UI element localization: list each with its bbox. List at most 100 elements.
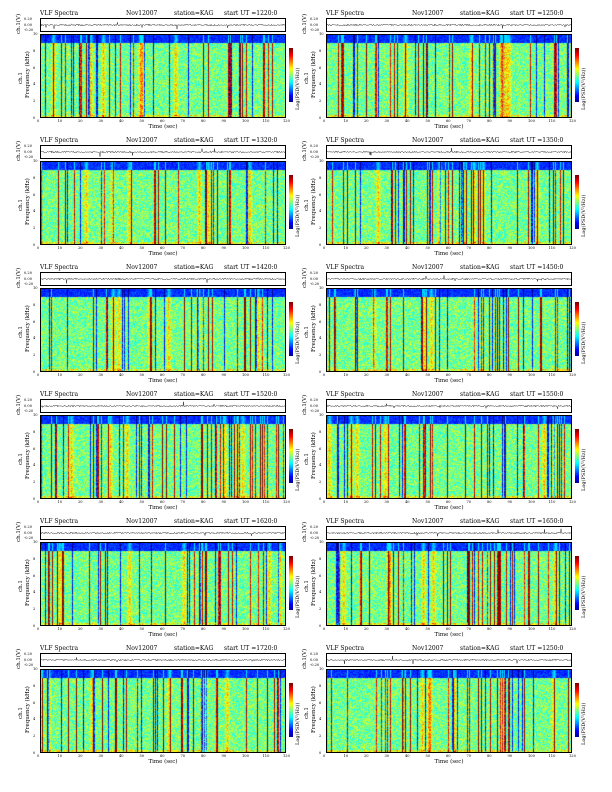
panel-start-ut: start UT =1250:0 — [510, 645, 564, 652]
trace-tick-label: 0.00 — [24, 657, 33, 662]
x-tick-label: 50 — [139, 754, 145, 758]
y-tick-label: 10 — [319, 159, 324, 163]
y-tick-label: 2 — [33, 607, 36, 612]
y-tick-label: 6 — [319, 446, 322, 451]
x-tick-label: 60 — [446, 373, 451, 377]
y-tick-label: 4 — [319, 82, 322, 87]
colorbar-label: Log(PSD(V²/Hz)) — [581, 67, 587, 110]
y-tick-label: 2 — [319, 226, 322, 231]
trace-axis-label: ch.1(V) — [16, 267, 22, 288]
panel-start-ut: start UT =1250:0 — [510, 10, 564, 17]
x-tick-label: 50 — [425, 373, 431, 377]
x-tick-label: 120 — [283, 246, 290, 250]
y-tick-label: 10 — [33, 413, 38, 417]
x-tick-label: 120 — [569, 119, 576, 123]
trace-tick-label: -0.20 — [24, 155, 34, 159]
x-tick-label: 50 — [139, 246, 145, 250]
x-tick-label: 70 — [180, 754, 186, 758]
x-tick-label: 120 — [283, 754, 290, 758]
y-tick-label: 0 — [319, 116, 322, 120]
spectrogram-heatmap — [326, 542, 572, 626]
x-tick-label: 0 — [37, 754, 40, 758]
spectrogram-frame — [326, 161, 572, 245]
x-tick-label: 110 — [262, 119, 270, 123]
waveform-trace — [326, 272, 572, 286]
panel-station: station=KAG — [174, 518, 214, 525]
x-tick-label: 40 — [119, 500, 124, 504]
x-tick-label: 0 — [323, 500, 326, 504]
trace-axis-label: ch.1(V) — [302, 267, 308, 288]
x-axis-label: Time (sec) — [148, 505, 178, 511]
spectrogram-frame — [40, 415, 286, 499]
x-tick-label: 80 — [487, 754, 492, 758]
y-tick-label: 6 — [319, 573, 322, 578]
x-tick-label: 30 — [98, 119, 104, 123]
x-tick-label: 120 — [569, 627, 576, 631]
x-tick-label: 30 — [98, 373, 104, 377]
spectrogram-panel-row3-left: VLF Spectra Nov12007 station=KAG start UT =… — [14, 264, 304, 390]
x-tick-label: 100 — [242, 373, 249, 377]
spectrogram-heatmap — [40, 415, 286, 499]
x-tick-label: 90 — [221, 373, 227, 377]
x-tick-label: 80 — [487, 373, 492, 377]
trace-axis-label: ch.1(V) — [16, 140, 22, 161]
x-tick-label: 20 — [364, 119, 369, 123]
x-tick-label: 30 — [98, 500, 104, 504]
x-tick-label: 110 — [262, 373, 270, 377]
x-tick-label: 30 — [98, 627, 104, 631]
y-tick-label: 2 — [319, 99, 322, 104]
x-tick-label: 50 — [425, 627, 431, 631]
y-axis-label: Frequency (kHz) — [311, 432, 317, 479]
x-tick-label: 40 — [119, 754, 124, 758]
panel-station: station=KAG — [460, 391, 500, 398]
spectrogram-heatmap — [40, 161, 286, 245]
x-tick-label: 70 — [180, 627, 186, 631]
colorbar — [575, 683, 579, 737]
x-tick-label: 40 — [405, 754, 410, 758]
x-axis-label: Time (sec) — [148, 759, 178, 765]
y-tick-label: 2 — [319, 480, 322, 485]
y-axis-label: Frequency (kHz) — [25, 432, 31, 479]
x-tick-label: 90 — [507, 246, 513, 250]
y-tick-label: 8 — [319, 556, 322, 561]
x-tick-label: 0 — [323, 627, 326, 631]
trace-tick-label: -0.20 — [24, 409, 34, 413]
panel-station: station=KAG — [460, 137, 500, 144]
trace-tick-label: 0.00 — [310, 22, 319, 27]
spectrogram-frame — [326, 34, 572, 118]
x-tick-label: 70 — [180, 500, 186, 504]
trace-axis-label: ch.1(V) — [302, 648, 308, 669]
colorbar — [289, 302, 293, 356]
x-tick-label: 30 — [384, 373, 390, 377]
x-axis-label: Time (sec) — [434, 759, 464, 765]
spectrogram-panel-row1-left: VLF Spectra Nov12007 station=KAG start UT =… — [14, 10, 304, 136]
panel-title: VLF Spectra — [40, 264, 79, 271]
colorbar — [289, 683, 293, 737]
x-tick-label: 50 — [425, 119, 431, 123]
trace-tick-label: 0.20 — [24, 17, 33, 21]
y-tick-label: 4 — [319, 209, 322, 214]
y-tick-label: 2 — [33, 226, 36, 231]
x-tick-label: 30 — [384, 627, 390, 631]
trace-axis-label: ch.1(V) — [16, 521, 22, 542]
panel-station: station=KAG — [174, 137, 214, 144]
x-axis-label: Time (sec) — [148, 378, 178, 384]
y-tick-label: 2 — [33, 353, 36, 358]
x-tick-label: 70 — [466, 246, 472, 250]
x-tick-label: 40 — [119, 373, 124, 377]
x-tick-label: 30 — [384, 246, 390, 250]
y-tick-label: 8 — [33, 556, 36, 561]
spectrogram-frame — [40, 669, 286, 753]
waveform-trace — [326, 18, 572, 32]
x-tick-label: 30 — [384, 754, 390, 758]
trace-axis-label: ch.1(V) — [302, 521, 308, 542]
y-tick-label: 0 — [319, 624, 322, 628]
panel-title: VLF Spectra — [326, 391, 365, 398]
x-tick-label: 0 — [323, 246, 326, 250]
x-tick-label: 20 — [78, 754, 83, 758]
colorbar — [575, 175, 579, 229]
y-tick-label: 4 — [33, 590, 36, 595]
channel-label: ch.1 — [18, 453, 24, 465]
trace-axis-label: ch.1(V) — [302, 140, 308, 161]
